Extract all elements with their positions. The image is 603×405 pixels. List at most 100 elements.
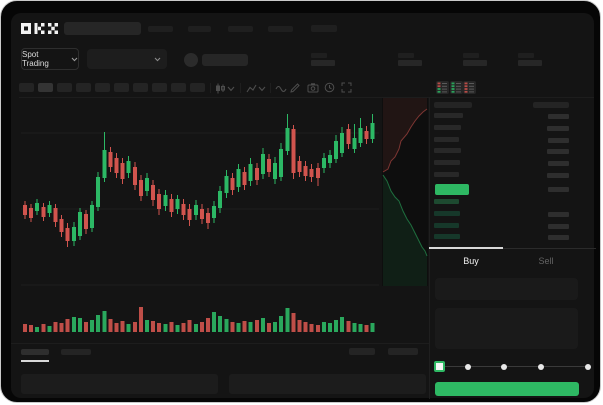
orderbook-toggle-icon: [451, 82, 461, 93]
ask-price-placeholder: [434, 160, 460, 166]
line-tool-button[interactable]: [275, 84, 287, 93]
stat-value-placeholder: [311, 60, 335, 66]
bottom-tab-1[interactable]: [21, 349, 49, 355]
coin-icon: [184, 53, 198, 67]
toolbar-divider: [270, 83, 271, 93]
bottom-tab-2[interactable]: [61, 349, 91, 355]
orderbook-price-header: [434, 102, 472, 108]
ask-amount-placeholder: [548, 161, 569, 167]
amount-input[interactable]: [435, 308, 578, 349]
trading-mode-dropdown[interactable]: Spot Trading: [21, 48, 79, 70]
orderbook-toggle-icon: [464, 82, 474, 93]
stat-value-placeholder: [463, 60, 487, 66]
ask-price-placeholder: [434, 148, 461, 154]
ask-amount-placeholder: [547, 149, 569, 155]
timeframe-button[interactable]: [19, 83, 34, 92]
indicators-button[interactable]: [246, 83, 266, 94]
history-icon: [324, 82, 335, 93]
timeframe-button[interactable]: [190, 83, 205, 92]
orderbook-toggle-sells[interactable]: [463, 81, 476, 94]
tab-sell-label: Sell: [538, 256, 554, 266]
indicator-icon: [246, 84, 257, 93]
amount-slider-track[interactable]: [438, 366, 588, 367]
fullscreen-button[interactable]: [341, 82, 352, 93]
orderbook-toggle-combined[interactable]: [436, 81, 449, 94]
ask-amount-placeholder: [548, 137, 569, 143]
bottom-action-1[interactable]: [349, 348, 375, 355]
history-button[interactable]: [324, 82, 335, 93]
tab-buy[interactable]: Buy: [429, 251, 513, 271]
buy-submit-button[interactable]: [435, 382, 579, 396]
bid-price-placeholder: [434, 210, 460, 216]
last-price-amount-placeholder: [548, 187, 569, 192]
timeframe-button[interactable]: [114, 83, 129, 92]
chevron-down-icon: [227, 86, 235, 92]
camera-icon: [307, 83, 319, 93]
nav-item-1[interactable]: [148, 26, 173, 32]
ask-amount-placeholder: [547, 173, 569, 178]
ask-price-placeholder: [434, 124, 461, 130]
last-price-badge[interactable]: [435, 184, 469, 195]
toolbar-divider: [240, 83, 241, 93]
amount-slider-handle[interactable]: [434, 361, 445, 372]
nav-item-2[interactable]: [188, 26, 211, 32]
bid-amount-placeholder: [548, 223, 569, 229]
candlestick-chart[interactable]: [21, 101, 379, 341]
bid-price-placeholder: [434, 234, 460, 240]
bid-price-placeholder: [434, 222, 459, 228]
stat-label-placeholder: [398, 53, 414, 58]
timeframe-button[interactable]: [38, 83, 53, 92]
bottom-tab-active-indicator: [21, 360, 49, 362]
timeframe-button[interactable]: [76, 83, 91, 92]
tab-row-divider: [429, 248, 596, 249]
nav-item-3[interactable]: [228, 26, 253, 32]
bottom-row-1: [21, 374, 218, 394]
stat-value-placeholder: [398, 60, 422, 66]
slider-dot[interactable]: [585, 363, 591, 370]
draw-button[interactable]: [290, 82, 301, 93]
slider-dot[interactable]: [501, 363, 507, 370]
bid-amount-placeholder: [548, 235, 569, 241]
nav-item-5[interactable]: [311, 25, 337, 32]
ask-price-placeholder: [434, 172, 459, 177]
toolbar-bottom-divider: [19, 97, 594, 98]
bottom-panel-divider: [11, 343, 429, 344]
wave-icon: [275, 85, 287, 93]
trading-mode-label: Spot Trading: [22, 50, 49, 68]
slider-dot[interactable]: [538, 363, 544, 370]
ask-price-placeholder: [434, 113, 463, 118]
ask-price-placeholder: [434, 136, 459, 142]
candle-style-button[interactable]: [215, 83, 235, 94]
chevron-down-icon: [154, 57, 161, 61]
okx-logo: [21, 23, 58, 34]
screenshot-button[interactable]: [307, 82, 319, 93]
active-tab-indicator: [429, 247, 503, 249]
timeframe-button[interactable]: [152, 83, 167, 92]
bottom-row-2: [229, 374, 426, 394]
slider-dot[interactable]: [465, 363, 471, 370]
fullscreen-icon: [341, 82, 352, 93]
bid-price-placeholder: [434, 199, 459, 204]
chevron-down-icon: [71, 57, 78, 61]
stat-label-placeholder: [463, 53, 479, 58]
bid-amount-placeholder: [548, 211, 569, 217]
tab-sell[interactable]: Sell: [513, 251, 579, 271]
timeframe-button[interactable]: [95, 83, 110, 92]
tab-buy-label: Buy: [463, 256, 479, 266]
market-pair-dropdown[interactable]: [87, 49, 167, 69]
chevron-down-icon: [258, 86, 266, 92]
bottom-action-2[interactable]: [388, 348, 418, 355]
timeframe-button[interactable]: [171, 83, 186, 92]
price-input[interactable]: [435, 278, 578, 300]
depth-chart: [382, 98, 428, 286]
pair-name-placeholder: [202, 54, 248, 66]
nav-search-placeholder[interactable]: [64, 22, 141, 35]
nav-item-4[interactable]: [268, 26, 293, 32]
ask-amount-placeholder: [547, 125, 569, 131]
timeframe-button[interactable]: [133, 83, 148, 92]
timeframe-button[interactable]: [57, 83, 72, 92]
stat-label-placeholder: [518, 53, 534, 58]
ask-amount-placeholder: [548, 114, 569, 119]
toolbar-divider: [210, 83, 211, 93]
orderbook-toggle-buys[interactable]: [449, 81, 463, 94]
